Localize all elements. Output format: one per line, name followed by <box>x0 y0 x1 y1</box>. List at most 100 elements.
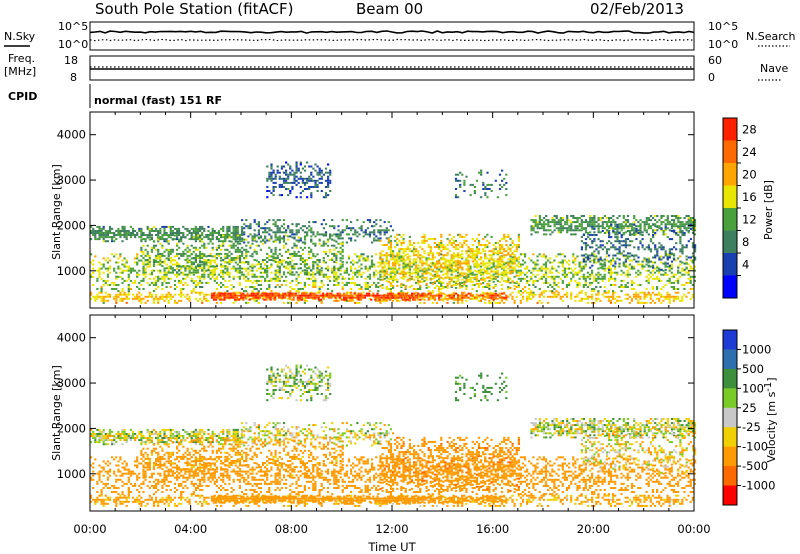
power-cell <box>421 277 423 279</box>
power-cell <box>166 241 168 243</box>
power-cell <box>174 255 176 257</box>
power-cell <box>214 274 216 276</box>
noise-panel-frame <box>90 22 694 50</box>
power-cell <box>579 284 581 286</box>
power-cell <box>679 255 681 257</box>
power-cell <box>182 243 184 245</box>
power-cell <box>358 297 360 299</box>
power-cell <box>591 260 593 262</box>
power-cell <box>180 272 182 274</box>
power-cell <box>346 242 348 244</box>
power-cell <box>602 278 604 280</box>
power-cell <box>298 274 300 276</box>
power-cell <box>497 280 499 282</box>
power-cell <box>147 300 149 302</box>
noise-tick-left-top: 10^5 <box>58 20 88 33</box>
power-cell <box>677 257 679 259</box>
power-cell <box>512 256 514 258</box>
power-cell <box>476 283 478 285</box>
power-cell <box>261 295 263 297</box>
power-cell <box>478 258 480 260</box>
power-cell <box>646 276 648 278</box>
power-cell <box>440 236 442 238</box>
power-cell <box>562 225 564 227</box>
power-cell <box>337 295 339 297</box>
power-cell <box>199 286 201 288</box>
power-cell <box>295 293 297 295</box>
power-cell <box>163 234 165 236</box>
power-cell <box>273 182 275 184</box>
power-cell <box>614 231 616 233</box>
power-cell <box>316 264 318 266</box>
power-cell <box>627 298 629 300</box>
power-cell <box>92 234 94 236</box>
power-cell <box>195 230 197 232</box>
power-cell <box>558 221 560 223</box>
power-cell <box>549 272 551 274</box>
power-cell <box>572 253 574 255</box>
power-cell <box>212 276 214 278</box>
power-cell <box>379 274 381 276</box>
power-cell <box>551 231 553 233</box>
power-cell <box>323 174 325 176</box>
power-cell <box>345 295 347 297</box>
power-cell <box>478 264 480 266</box>
power-cell <box>543 225 545 227</box>
power-cell <box>434 264 436 266</box>
power-cell <box>679 231 681 233</box>
power-cell <box>182 288 184 290</box>
power-cell <box>681 296 683 298</box>
power-cell <box>191 232 193 234</box>
power-cell <box>119 236 121 238</box>
power-cell <box>553 294 555 296</box>
power-cell <box>220 228 222 230</box>
power-cell <box>105 240 107 242</box>
power-cell <box>614 278 616 280</box>
power-cell <box>256 288 258 290</box>
power-cell <box>658 219 660 221</box>
power-cell <box>228 295 230 297</box>
power-cell <box>275 182 277 184</box>
power-cell <box>291 280 293 282</box>
power-cell <box>295 278 297 280</box>
power-cell <box>476 267 478 269</box>
power-cell <box>390 288 392 290</box>
power-cell <box>612 296 614 298</box>
power-cell <box>493 244 495 246</box>
power-cell <box>388 288 390 290</box>
power-cell <box>463 182 465 184</box>
power-cell <box>245 280 247 282</box>
power-cell <box>239 284 241 286</box>
power-cell <box>310 192 312 194</box>
power-cell <box>417 269 419 271</box>
power-cell <box>493 271 495 273</box>
power-cell <box>627 282 629 284</box>
power-cell <box>365 266 367 268</box>
power-cell <box>390 250 392 252</box>
power-cell <box>92 232 94 234</box>
power-cell <box>94 236 96 238</box>
power-cell <box>440 264 442 266</box>
power-cell <box>468 264 470 266</box>
power-cell <box>213 299 215 301</box>
freq-label: Freq. <box>8 52 35 65</box>
power-cell <box>308 221 310 223</box>
power-cell <box>264 237 266 239</box>
power-cell <box>648 223 650 225</box>
power-cell <box>314 284 316 286</box>
power-cell <box>629 225 631 227</box>
power-cell <box>296 223 298 225</box>
power-cell <box>599 300 601 302</box>
power-cell <box>249 227 251 229</box>
power-cell <box>392 281 394 283</box>
power-cell <box>197 265 199 267</box>
power-cell <box>207 255 209 257</box>
power-cell <box>105 282 107 284</box>
power-cell <box>440 295 442 297</box>
power-cell <box>344 272 346 274</box>
power-cell <box>587 272 589 274</box>
power-cell <box>447 244 449 246</box>
power-cell <box>398 257 400 259</box>
power-cell <box>151 270 153 272</box>
power-cell <box>270 266 272 268</box>
